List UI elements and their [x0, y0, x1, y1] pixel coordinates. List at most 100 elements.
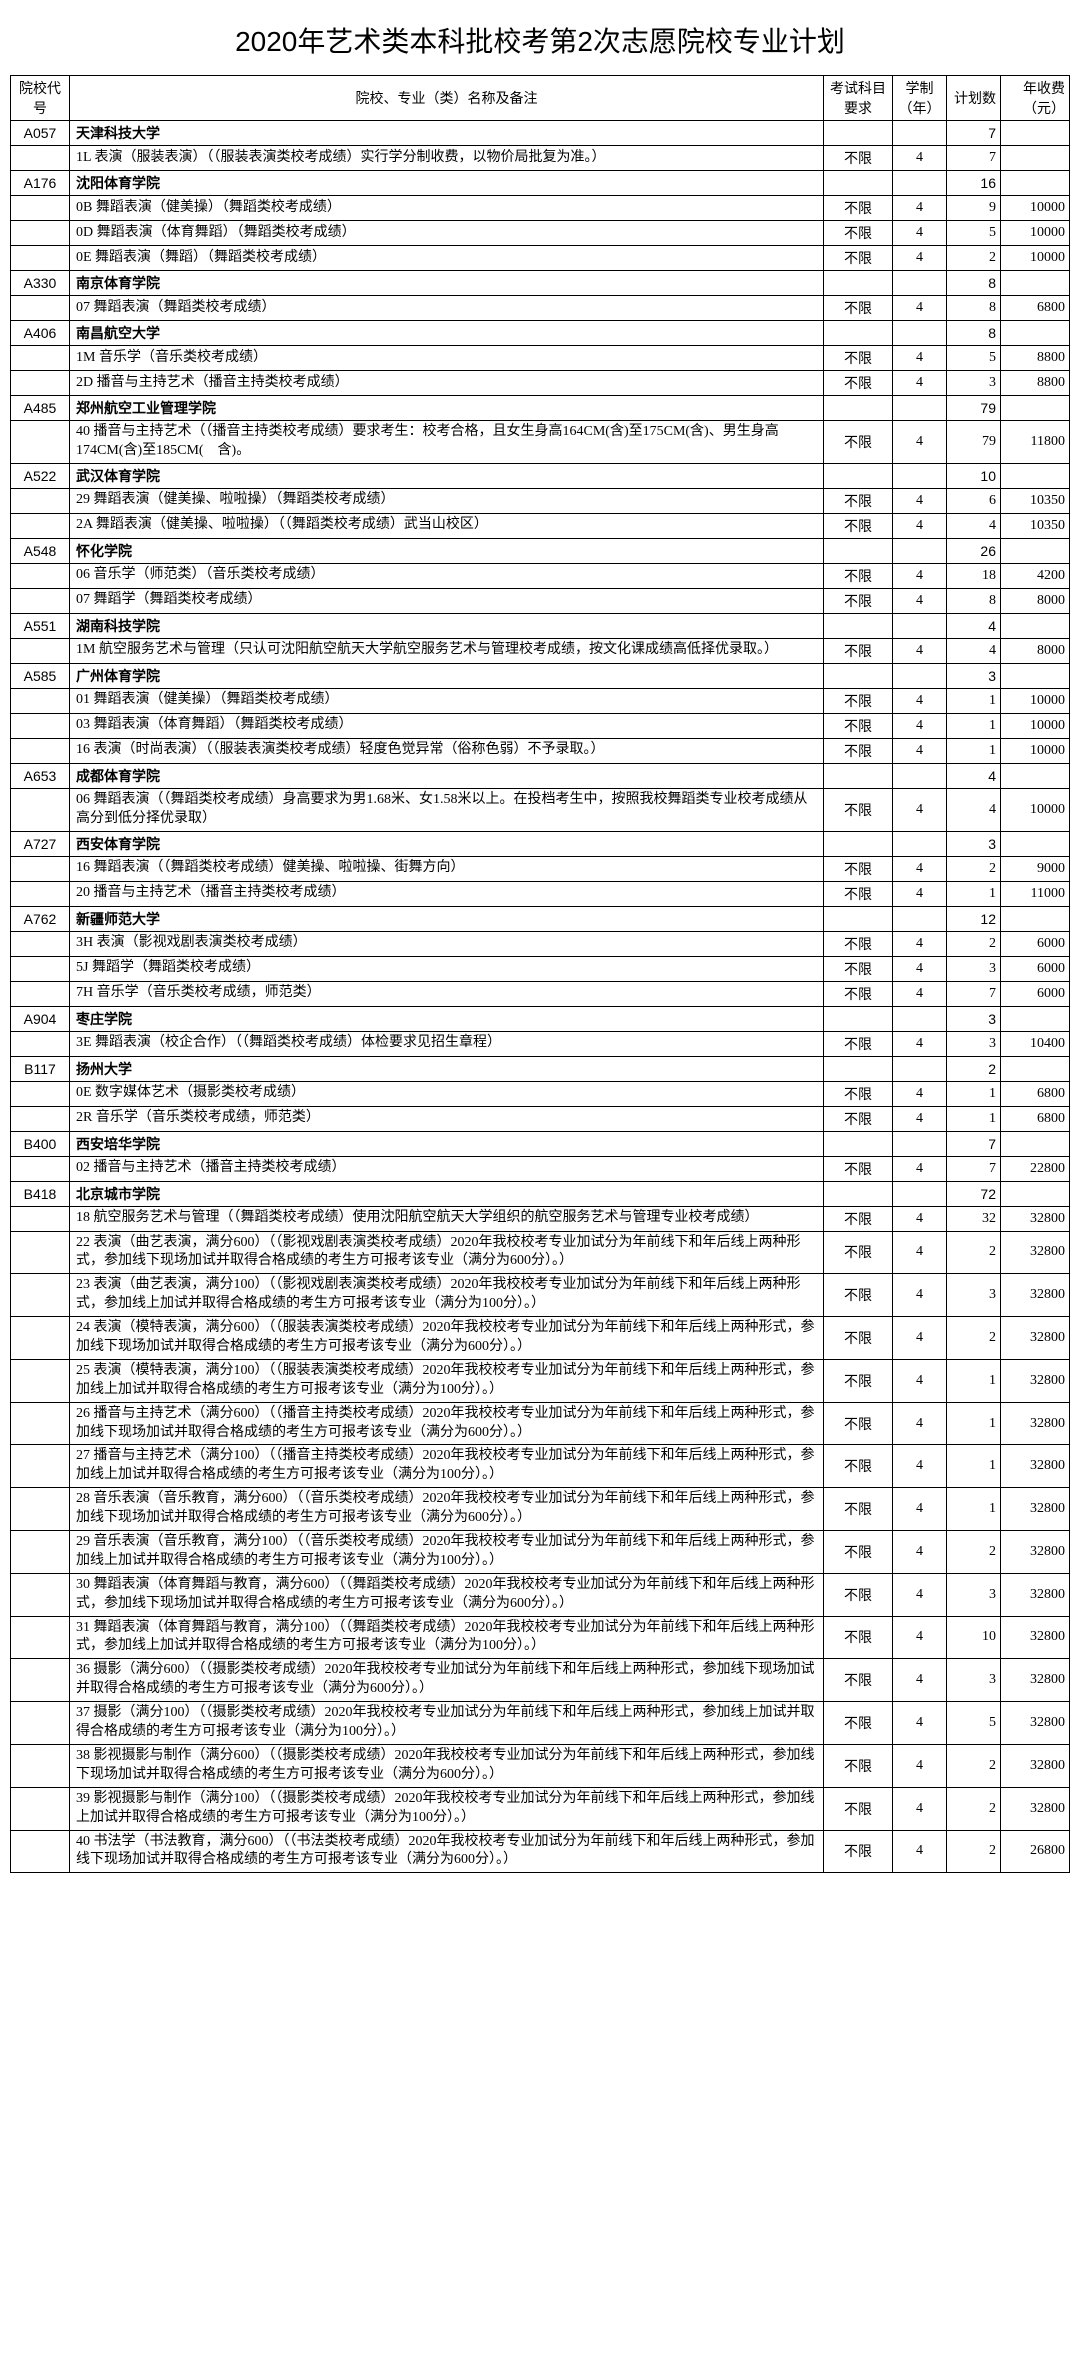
cell-fee: 8000: [1001, 638, 1070, 663]
cell-exam: 不限: [824, 956, 893, 981]
major-name: 37 摄影（满分100）（（摄影类校考成绩）2020年我校校考专业加试分为年前线…: [70, 1702, 824, 1745]
cell-code: [11, 1359, 70, 1402]
major-name: 0E 舞蹈表演（舞蹈）（舞蹈类校考成绩）: [70, 246, 824, 271]
major-name: 3E 舞蹈表演（校企合作）（（舞蹈类校考成绩）体检要求见招生章程）: [70, 1031, 824, 1056]
cell-fee: 10000: [1001, 788, 1070, 831]
cell-years: 4: [893, 1359, 947, 1402]
major-row: 3H 表演（影视戏剧表演类校考成绩）不限426000: [11, 931, 1070, 956]
major-name: 2D 播音与主持艺术（播音主持类校考成绩）: [70, 371, 824, 396]
major-row: 07 舞蹈学（舞蹈类校考成绩）不限488000: [11, 588, 1070, 613]
cell-plan: 5: [947, 1702, 1001, 1745]
cell-years: 4: [893, 788, 947, 831]
school-code: B117: [11, 1056, 70, 1081]
major-name: 31 舞蹈表演（体育舞蹈与教育，满分100）（（舞蹈类校考成绩）2020年我校校…: [70, 1616, 824, 1659]
major-row: 29 舞蹈表演（健美操、啦啦操）（舞蹈类校考成绩）不限4610350: [11, 488, 1070, 513]
cell-code: [11, 1317, 70, 1360]
major-name: 22 表演（曲艺表演，满分600）（（影视戏剧表演类校考成绩）2020年我校校考…: [70, 1231, 824, 1274]
school-name: 扬州大学: [70, 1056, 824, 1081]
cell-plan: 1: [947, 1445, 1001, 1488]
cell-plan: 3: [947, 1274, 1001, 1317]
school-code: A585: [11, 663, 70, 688]
cell-code: [11, 488, 70, 513]
school-row: A485郑州航空工业管理学院79: [11, 396, 1070, 421]
cell-code: [11, 1830, 70, 1873]
school-row: A406南昌航空大学8: [11, 321, 1070, 346]
major-name: 0E 数字媒体艺术（摄影类校考成绩）: [70, 1081, 824, 1106]
cell-fee: [1001, 271, 1070, 296]
cell-fee: [1001, 1006, 1070, 1031]
major-name: 02 播音与主持艺术（播音主持类校考成绩）: [70, 1156, 824, 1181]
cell-exam: [824, 1006, 893, 1031]
major-name: 24 表演（模特表演，满分600）（（服装表演类校考成绩）2020年我校校考专业…: [70, 1317, 824, 1360]
cell-fee: [1001, 906, 1070, 931]
cell-code: [11, 1744, 70, 1787]
cell-code: [11, 1531, 70, 1574]
cell-plan: 7: [947, 1156, 1001, 1181]
major-name: 16 舞蹈表演（（舞蹈类校考成绩）健美操、啦啦操、街舞方向）: [70, 856, 824, 881]
cell-exam: 不限: [824, 1402, 893, 1445]
major-row: 39 影视摄影与制作（满分100）（（摄影类校考成绩）2020年我校校考专业加试…: [11, 1787, 1070, 1830]
cell-exam: 不限: [824, 881, 893, 906]
school-name: 北京城市学院: [70, 1181, 824, 1206]
school-plan: 16: [947, 171, 1001, 196]
school-code: A522: [11, 463, 70, 488]
cell-years: 4: [893, 1659, 947, 1702]
cell-code: [11, 1081, 70, 1106]
major-name: 06 舞蹈表演（（舞蹈类校考成绩）身高要求为男1.68米、女1.58米以上。在投…: [70, 788, 824, 831]
cell-exam: 不限: [824, 713, 893, 738]
cell-years: 4: [893, 738, 947, 763]
major-row: 0B 舞蹈表演（健美操）（舞蹈类校考成绩）不限4910000: [11, 196, 1070, 221]
cell-exam: [824, 613, 893, 638]
cell-years: [893, 831, 947, 856]
cell-fee: 32800: [1001, 1206, 1070, 1231]
major-name: 1M 航空服务艺术与管理（只认可沈阳航空航天大学航空服务艺术与管理校考成绩，按文…: [70, 638, 824, 663]
major-row: 06 音乐学（师范类）（音乐类校考成绩）不限4184200: [11, 563, 1070, 588]
cell-exam: [824, 831, 893, 856]
school-code: A057: [11, 121, 70, 146]
school-plan: 10: [947, 463, 1001, 488]
cell-plan: 7: [947, 146, 1001, 171]
school-plan: 12: [947, 906, 1001, 931]
cell-years: 4: [893, 1702, 947, 1745]
cell-code: [11, 513, 70, 538]
cell-fee: [1001, 146, 1070, 171]
cell-years: 4: [893, 856, 947, 881]
cell-code: [11, 638, 70, 663]
cell-years: 4: [893, 1081, 947, 1106]
cell-plan: 2: [947, 856, 1001, 881]
cell-fee: 8000: [1001, 588, 1070, 613]
major-name: 20 播音与主持艺术（播音主持类校考成绩）: [70, 881, 824, 906]
major-row: 20 播音与主持艺术（播音主持类校考成绩）不限4111000: [11, 881, 1070, 906]
cell-plan: 4: [947, 788, 1001, 831]
cell-fee: 10000: [1001, 738, 1070, 763]
cell-fee: 6800: [1001, 296, 1070, 321]
school-row: A176沈阳体育学院16: [11, 171, 1070, 196]
cell-plan: 5: [947, 346, 1001, 371]
header-exam: 考试科目要求: [824, 76, 893, 121]
major-name: 0B 舞蹈表演（健美操）（舞蹈类校考成绩）: [70, 196, 824, 221]
school-name: 天津科技大学: [70, 121, 824, 146]
cell-years: [893, 613, 947, 638]
school-row: A522武汉体育学院10: [11, 463, 1070, 488]
cell-code: [11, 1702, 70, 1745]
cell-plan: 2: [947, 1317, 1001, 1360]
cell-code: [11, 221, 70, 246]
major-name: 2A 舞蹈表演（健美操、啦啦操）（（舞蹈类校考成绩）武当山校区）: [70, 513, 824, 538]
school-code: A727: [11, 831, 70, 856]
school-row: A057天津科技大学7: [11, 121, 1070, 146]
major-row: 1M 音乐学（音乐类校考成绩）不限458800: [11, 346, 1070, 371]
major-row: 31 舞蹈表演（体育舞蹈与教育，满分100）（（舞蹈类校考成绩）2020年我校校…: [11, 1616, 1070, 1659]
school-name: 成都体育学院: [70, 763, 824, 788]
cell-exam: 不限: [824, 1488, 893, 1531]
school-row: A548怀化学院26: [11, 538, 1070, 563]
cell-years: [893, 1181, 947, 1206]
major-row: 38 影视摄影与制作（满分600）（（摄影类校考成绩）2020年我校校考专业加试…: [11, 1744, 1070, 1787]
cell-fee: 32800: [1001, 1317, 1070, 1360]
cell-years: 4: [893, 1317, 947, 1360]
cell-exam: 不限: [824, 146, 893, 171]
cell-code: [11, 421, 70, 464]
major-row: 2R 音乐学（音乐类校考成绩，师范类）不限416800: [11, 1106, 1070, 1131]
cell-years: 4: [893, 1445, 947, 1488]
major-name: 30 舞蹈表演（体育舞蹈与教育，满分600）（（舞蹈类校考成绩）2020年我校校…: [70, 1573, 824, 1616]
header-plan: 计划数: [947, 76, 1001, 121]
